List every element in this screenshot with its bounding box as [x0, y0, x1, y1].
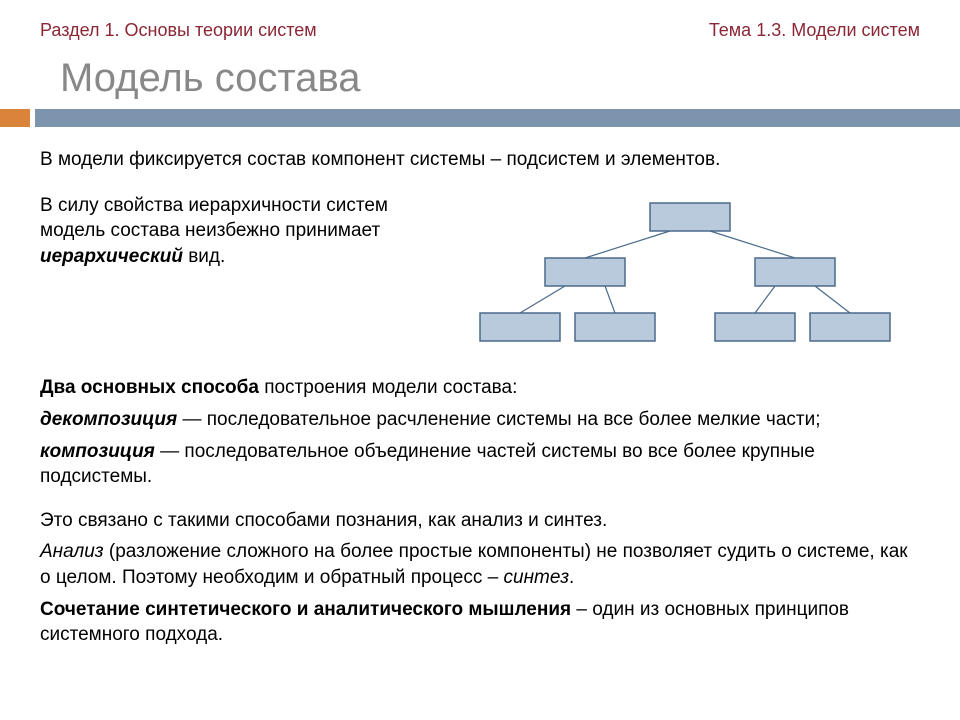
tree-edge: [710, 231, 795, 258]
conclusion-bold: Сочетание синтетического и аналитическог…: [40, 599, 571, 620]
slide-title: Модель состава: [60, 56, 960, 101]
hierarchy-text: В силу свойства иерархичности систем мод…: [40, 193, 430, 361]
analysis-p1: Это связано с такими способами познания,…: [40, 508, 920, 534]
composition-def: — последовательное объединение частей си…: [40, 441, 815, 488]
section-label: Раздел 1. Основы теории систем: [40, 20, 317, 41]
content-area: В модели фиксируется состав компонент си…: [0, 127, 960, 648]
tree-edge: [520, 286, 565, 313]
accent-orange: [0, 109, 30, 127]
intro-paragraph: В модели фиксируется состав компонент си…: [40, 147, 920, 173]
topic-label: Тема 1.3. Модели систем: [709, 20, 920, 41]
tree-svg: [450, 193, 920, 353]
tree-l3-box: [715, 313, 795, 341]
decomposition-term: декомпозиция: [40, 409, 177, 430]
tree-edge: [605, 286, 615, 313]
tree-root-box: [650, 203, 730, 231]
synthesis-term: синтез: [504, 567, 570, 588]
analysis-term: Анализ: [40, 541, 109, 562]
tree-diagram: [450, 193, 920, 361]
hierarchy-post: вид.: [183, 246, 225, 267]
tree-l2-box: [755, 258, 835, 286]
accent-bar: [0, 109, 960, 127]
tree-l2-box: [545, 258, 625, 286]
tree-edge: [755, 286, 775, 313]
hierarchy-pre: В силу свойства иерархичности систем мод…: [40, 195, 388, 242]
tree-l3-box: [575, 313, 655, 341]
tree-edge: [585, 231, 670, 258]
methods-intro-rest: построения модели состава:: [259, 377, 518, 398]
analysis-rest: (разложение сложного на более простые ко…: [40, 541, 908, 588]
decomposition-line: декомпозиция — последовательное расчлене…: [40, 407, 920, 433]
slide-header: Раздел 1. Основы теории систем Тема 1.3.…: [0, 0, 960, 51]
accent-blue: [35, 109, 960, 127]
title-block: Модель состава: [0, 51, 960, 101]
hierarchy-bold: иерархический: [40, 246, 183, 267]
composition-line: композиция — последовательное объединени…: [40, 439, 920, 490]
methods-intro: Два основных способа построения модели с…: [40, 375, 920, 401]
composition-term: композиция: [40, 441, 155, 462]
tree-edge: [815, 286, 850, 313]
tree-l3-box: [480, 313, 560, 341]
decomposition-def: — последовательное расчленение системы н…: [177, 409, 820, 430]
analysis-p2: Анализ (разложение сложного на более про…: [40, 539, 920, 590]
tree-l3-box: [810, 313, 890, 341]
analysis-end: .: [569, 567, 574, 588]
two-column-row: В силу свойства иерархичности систем мод…: [40, 193, 920, 361]
conclusion: Сочетание синтетического и аналитическог…: [40, 597, 920, 648]
methods-intro-bold: Два основных способа: [40, 377, 259, 398]
